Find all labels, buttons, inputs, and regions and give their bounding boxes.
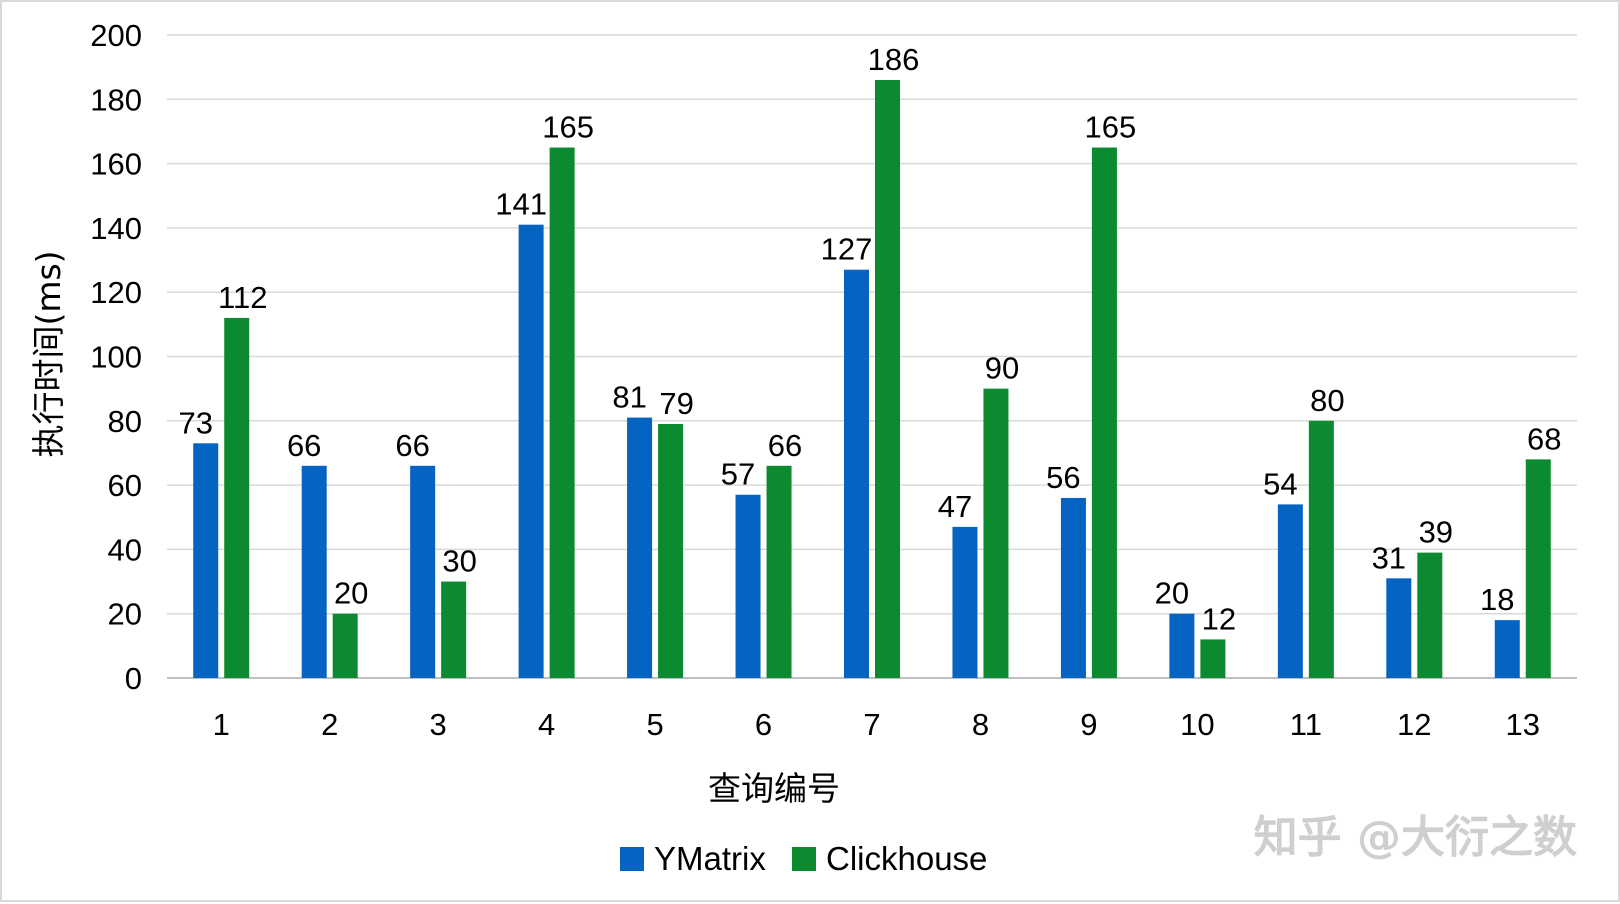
data-label-ymatrix: 73	[178, 405, 212, 440]
bar-ymatrix	[193, 443, 219, 678]
bar-clickhouse	[1091, 147, 1117, 678]
y-tick-label: 200	[90, 18, 142, 53]
x-tick-label: 13	[1506, 707, 1540, 742]
data-label-clickhouse: 20	[334, 576, 368, 611]
y-tick-label: 40	[108, 532, 142, 567]
x-tick-label: 2	[321, 707, 338, 742]
data-label-clickhouse: 30	[442, 544, 476, 579]
data-label-ymatrix: 47	[938, 489, 972, 524]
x-tick-label: 12	[1397, 707, 1431, 742]
bar-clickhouse	[1308, 420, 1334, 678]
y-tick-label: 120	[90, 275, 142, 310]
data-label-ymatrix: 31	[1372, 540, 1406, 575]
legend-swatch-ymatrix	[620, 847, 644, 871]
bar-ymatrix	[518, 224, 544, 678]
data-label-ymatrix: 81	[612, 380, 646, 415]
bar-ymatrix	[735, 494, 761, 678]
data-label-ymatrix: 66	[395, 428, 429, 463]
data-label-clickhouse: 165	[542, 110, 594, 145]
x-tick-label: 7	[863, 707, 880, 742]
data-labels: 73 112 66 20 66 30 141 165 81 79 57 66 127 186 47 90 56 1…	[178, 42, 1561, 636]
x-tick-label: 3	[430, 707, 447, 742]
gridlines	[167, 34, 1577, 679]
data-label-clickhouse: 186	[868, 42, 920, 77]
bar-clickhouse	[1200, 639, 1226, 678]
data-label-clickhouse: 90	[985, 351, 1019, 386]
x-tick-label: 9	[1080, 707, 1097, 742]
bar-ymatrix	[1494, 620, 1520, 678]
bar-ymatrix	[1386, 578, 1412, 678]
y-tick-label: 60	[108, 468, 142, 503]
y-tick-label: 100	[90, 340, 142, 375]
bar-clickhouse	[332, 613, 358, 678]
x-tick-label: 8	[972, 707, 989, 742]
data-label-clickhouse: 80	[1310, 383, 1344, 418]
bar-ymatrix	[844, 269, 869, 678]
bars	[193, 80, 1551, 678]
legend-swatch-clickhouse	[792, 847, 816, 871]
bar-clickhouse	[1525, 459, 1551, 678]
bar-ymatrix	[301, 465, 327, 678]
data-label-clickhouse: 68	[1527, 421, 1561, 456]
data-label-clickhouse: 112	[218, 280, 267, 315]
y-tick-label: 140	[90, 211, 142, 246]
data-label-ymatrix: 20	[1155, 576, 1189, 611]
bar-ymatrix	[952, 526, 978, 678]
bar-ymatrix	[1169, 613, 1195, 678]
legend-label-ymatrix: YMatrix	[654, 840, 766, 877]
bar-clickhouse	[658, 424, 684, 678]
data-label-clickhouse: 12	[1202, 601, 1236, 636]
data-label-clickhouse: 165	[1085, 110, 1137, 145]
x-tick-label: 4	[538, 707, 555, 742]
x-tick-label: 1	[213, 707, 230, 742]
x-tick-label: 6	[755, 707, 772, 742]
legend: YMatrix Clickhouse	[620, 840, 987, 877]
bar-ymatrix	[410, 465, 436, 678]
x-tick-label: 11	[1290, 707, 1322, 742]
data-label-ymatrix: 66	[287, 428, 321, 463]
bar-clickhouse	[766, 465, 792, 678]
data-label-ymatrix: 127	[821, 232, 873, 267]
y-axis-ticks: 0 20 40 60 80 100 120 140 160 180 200	[90, 18, 142, 696]
y-tick-label: 0	[125, 661, 142, 696]
data-label-clickhouse: 79	[659, 386, 693, 421]
bar-ymatrix	[1277, 504, 1303, 678]
y-tick-label: 180	[90, 82, 142, 117]
data-label-ymatrix: 141	[495, 187, 547, 222]
data-label-clickhouse: 39	[1419, 515, 1453, 550]
y-tick-label: 160	[90, 147, 142, 182]
y-tick-label: 20	[108, 597, 142, 632]
bar-ymatrix	[627, 417, 653, 678]
y-tick-label: 80	[108, 404, 142, 439]
data-label-ymatrix: 54	[1263, 466, 1297, 501]
bar-ymatrix	[1060, 497, 1086, 678]
bar-clickhouse	[441, 581, 467, 678]
data-label-ymatrix: 18	[1480, 582, 1514, 617]
y-axis-title: 执行时间(ms)	[29, 250, 68, 457]
bar-clickhouse	[549, 147, 575, 678]
bar-clickhouse	[875, 80, 900, 678]
bar-clickhouse	[1417, 552, 1443, 678]
bar-clickhouse	[983, 388, 1009, 678]
watermark-text: 知乎 @大衍之数	[1254, 812, 1577, 863]
data-label-clickhouse: 66	[768, 428, 802, 463]
legend-label-clickhouse: Clickhouse	[826, 840, 987, 877]
x-axis-ticks: 1 2 3 4 5 6 7 8 9 10 11 12 13	[213, 707, 1540, 742]
data-label-ymatrix: 57	[721, 457, 755, 492]
bar-clickhouse	[224, 317, 250, 678]
data-label-ymatrix: 56	[1046, 460, 1080, 495]
x-axis-title: 查询编号	[708, 769, 840, 808]
x-tick-label: 5	[646, 707, 663, 742]
x-tick-label: 10	[1180, 707, 1214, 742]
